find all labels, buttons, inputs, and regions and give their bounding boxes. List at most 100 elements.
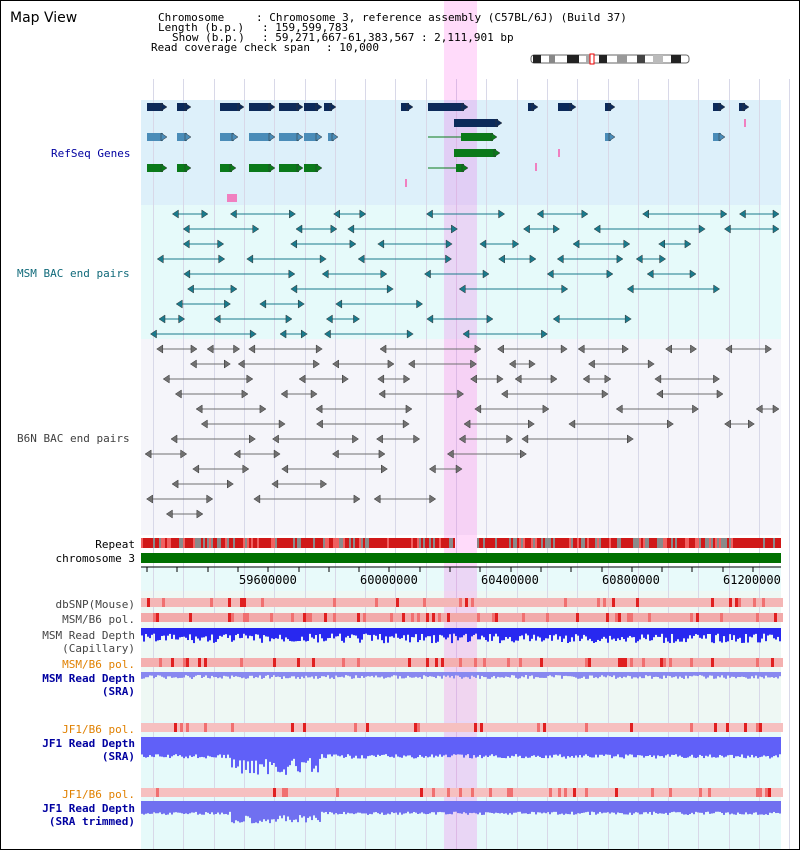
polymorphism-bin bbox=[633, 598, 636, 607]
gene-exon bbox=[605, 103, 611, 111]
read-depth-bin bbox=[581, 672, 583, 678]
selected-region-highlight[interactable] bbox=[444, 1, 477, 849]
read-depth-bin bbox=[617, 672, 619, 678]
polymorphism-bin bbox=[573, 788, 576, 797]
polymorphism-bin bbox=[171, 613, 174, 622]
read-depth-bin bbox=[543, 801, 545, 813]
polymorphism-bin bbox=[429, 598, 432, 607]
read-depth-bin bbox=[401, 628, 403, 639]
polymorphism-bin bbox=[390, 723, 393, 732]
read-depth-bin bbox=[747, 801, 749, 815]
polymorphism-bin bbox=[684, 658, 687, 667]
polymorphism-bin bbox=[180, 598, 183, 607]
read-depth-bin bbox=[175, 628, 177, 640]
read-depth-bin bbox=[393, 737, 395, 758]
polymorphism-bin bbox=[759, 723, 762, 732]
gene-mark bbox=[744, 119, 746, 127]
polymorphism-bin bbox=[546, 788, 549, 797]
polymorphism-bin bbox=[699, 613, 702, 622]
read-depth-bin bbox=[387, 737, 389, 757]
track-label-chromosome[interactable]: chromosome 3 bbox=[55, 552, 135, 565]
track-label-jf1-b6-pol-1[interactable]: JF1/B6 pol. bbox=[62, 723, 135, 736]
polymorphism-bin bbox=[222, 658, 225, 667]
polymorphism-bin bbox=[462, 658, 465, 667]
b6n-bac-pair-end bbox=[520, 449, 527, 459]
msm-bac-pair-end bbox=[451, 224, 458, 234]
repeat-block bbox=[555, 538, 557, 548]
repeat-block bbox=[223, 538, 225, 548]
read-depth-bin bbox=[725, 628, 727, 643]
read-depth-bin bbox=[399, 801, 401, 813]
b6n-bac-pair-end bbox=[665, 344, 672, 354]
track-label-refseq[interactable]: RefSeq Genes bbox=[51, 147, 131, 160]
repeat-block bbox=[483, 538, 485, 548]
track-label-msm-depth-sra[interactable]: MSM Read Depth bbox=[42, 672, 135, 685]
read-depth-bin bbox=[429, 737, 431, 757]
read-depth-bin bbox=[179, 672, 181, 678]
read-depth-bin bbox=[581, 801, 583, 813]
repeat-block bbox=[201, 538, 203, 548]
polymorphism-bin bbox=[279, 788, 282, 797]
read-depth-bin bbox=[575, 737, 577, 756]
read-depth-bin bbox=[219, 628, 221, 636]
read-depth-bin bbox=[647, 672, 649, 677]
repeat-block bbox=[235, 538, 237, 548]
read-depth-bin bbox=[171, 628, 173, 639]
polymorphism-bin bbox=[630, 788, 633, 797]
repeat-block bbox=[565, 538, 567, 548]
read-depth-bin bbox=[409, 672, 411, 678]
polymorphism-bin bbox=[717, 598, 720, 607]
polymorphism-bin bbox=[723, 723, 726, 732]
polymorphism-bin bbox=[432, 723, 435, 732]
b6n-bac-pair-end bbox=[146, 494, 153, 504]
polymorphism-bin bbox=[771, 788, 774, 797]
track-label-msm-b6-pol-2[interactable]: MSM/B6 pol. bbox=[62, 658, 135, 671]
b6n-bac-track-bg bbox=[141, 339, 781, 535]
polymorphism-bin bbox=[486, 788, 489, 797]
track-label-jf1-b6-pol-2[interactable]: JF1/B6 pol. bbox=[62, 788, 135, 801]
read-depth-bin bbox=[637, 628, 639, 642]
read-depth-bin bbox=[601, 737, 603, 755]
polymorphism-bin bbox=[465, 598, 468, 607]
track-label-msm-b6-pol-1[interactable]: MSM/B6 pol. bbox=[62, 613, 135, 626]
b6n-bac-pair-end bbox=[463, 419, 471, 429]
read-depth-bin bbox=[297, 672, 299, 678]
read-depth-bin bbox=[203, 628, 205, 638]
read-depth-bin bbox=[535, 801, 537, 815]
polymorphism-bin bbox=[507, 723, 510, 732]
read-depth-bin bbox=[355, 672, 357, 676]
repeat-block bbox=[375, 538, 377, 548]
read-depth-bin bbox=[275, 672, 277, 677]
polymorphism-bin bbox=[444, 598, 447, 607]
polymorphism-bin bbox=[288, 598, 291, 607]
track-label-jf1-depth-sra[interactable]: JF1 Read Depth bbox=[42, 737, 135, 750]
polymorphism-bin bbox=[774, 598, 777, 607]
read-depth-bin bbox=[331, 737, 333, 757]
track-label-msm-depth-cap[interactable]: MSM Read Depth bbox=[42, 629, 135, 642]
polymorphism-bin bbox=[330, 598, 333, 607]
read-depth-bin bbox=[683, 628, 685, 639]
b6n-bac-pair-end bbox=[156, 344, 164, 354]
read-depth-bin bbox=[747, 737, 749, 756]
read-depth-bin bbox=[185, 737, 187, 757]
polymorphism-bin bbox=[633, 723, 636, 732]
track-label-dbsnp[interactable]: dbSNP(Mouse) bbox=[55, 598, 135, 611]
polymorphism-bin bbox=[204, 788, 207, 797]
polymorphism-bin bbox=[294, 788, 297, 797]
track-label-jf1-depth-trim[interactable]: JF1 Read Depth bbox=[42, 802, 135, 815]
read-depth-bin bbox=[487, 672, 489, 679]
polymorphism-bin bbox=[273, 788, 276, 797]
repeat-block bbox=[641, 538, 643, 548]
track-label-repeat[interactable]: Repeat bbox=[95, 538, 135, 551]
track-label-b6n-bac[interactable]: B6N BAC end pairs bbox=[17, 432, 130, 445]
repeat-block bbox=[479, 538, 481, 548]
repeat-block bbox=[687, 538, 689, 548]
read-depth-bin bbox=[215, 737, 217, 758]
polymorphism-bin bbox=[534, 613, 537, 622]
repeat-block bbox=[539, 538, 541, 548]
read-depth-bin bbox=[227, 628, 229, 638]
chromosome-key: Chromosome bbox=[158, 11, 225, 24]
track-label-msm-bac[interactable]: MSM BAC end pairs bbox=[17, 267, 130, 280]
